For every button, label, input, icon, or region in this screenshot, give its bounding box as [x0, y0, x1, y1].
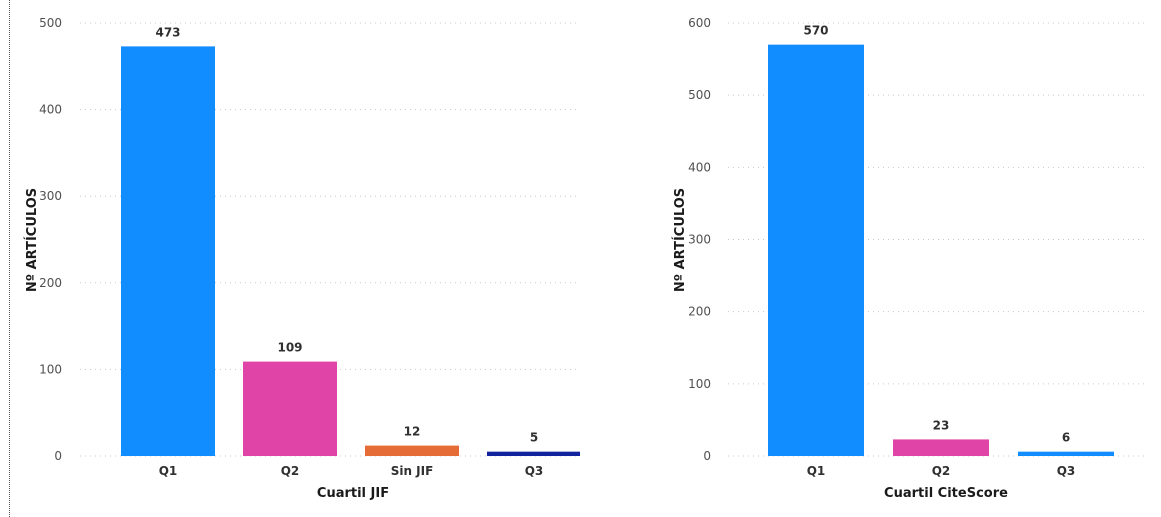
- bar-q1[interactable]: [768, 44, 864, 457]
- y-tick-label: 400: [688, 160, 711, 174]
- bar-q3[interactable]: [1018, 451, 1114, 456]
- y-tick-label: 0: [54, 449, 62, 463]
- x-axis: Q1 Q2 Sin JIF Q3: [159, 464, 544, 478]
- data-label: 5: [530, 431, 538, 445]
- y-tick-label: 400: [39, 103, 62, 117]
- bar-q2[interactable]: [893, 439, 989, 456]
- data-labels: 473 109 12 5: [155, 25, 538, 444]
- y-tick-label: 300: [39, 189, 62, 203]
- x-axis-title: Cuartil JIF: [317, 486, 389, 501]
- data-labels: 570 23 6: [803, 24, 1070, 445]
- x-tick-label: Q1: [807, 464, 826, 478]
- y-tick-label: 500: [39, 16, 62, 30]
- x-axis: Q1 Q2 Q3: [807, 464, 1076, 478]
- chart-cuartil-jif: Nº ARTÍCULOS Cuartil JIF 0 100 200 300 400 50…: [24, 16, 580, 501]
- data-label: 6: [1062, 431, 1070, 445]
- y-tick-label: 100: [39, 362, 62, 376]
- y-tick-label: 300: [688, 233, 711, 247]
- data-label: 109: [277, 341, 302, 355]
- y-tick-label: 600: [688, 16, 711, 30]
- bar-q2[interactable]: [243, 361, 337, 456]
- data-label: 12: [404, 425, 421, 439]
- x-axis-title: Cuartil CiteScore: [884, 486, 1008, 501]
- data-label: 23: [933, 418, 950, 432]
- chart-cuartil-citescore: Nº ARTÍCULOS Cuartil CiteScore 0 100 200 30…: [672, 16, 1145, 501]
- x-tick-label: Q2: [281, 464, 300, 478]
- bar-q1[interactable]: [121, 46, 215, 457]
- bar-q3[interactable]: [487, 451, 580, 456]
- x-tick-label: Sin JIF: [391, 464, 434, 478]
- data-label: 570: [803, 24, 828, 38]
- y-axis-title: Nº ARTÍCULOS: [672, 188, 688, 292]
- y-axis: 0 100 200 300 400 500 600: [688, 16, 1145, 463]
- y-tick-label: 100: [688, 377, 711, 391]
- bar-sin-jif[interactable]: [365, 445, 459, 456]
- y-tick-label: 200: [39, 276, 62, 290]
- x-tick-label: Q3: [525, 464, 544, 478]
- x-tick-label: Q2: [932, 464, 951, 478]
- x-tick-label: Q3: [1057, 464, 1076, 478]
- y-axis-title: Nº ARTÍCULOS: [24, 188, 40, 292]
- x-tick-label: Q1: [159, 464, 178, 478]
- panel-border: [9, 0, 10, 517]
- y-tick-label: 500: [688, 88, 711, 102]
- data-label: 473: [155, 25, 180, 39]
- y-tick-label: 200: [688, 305, 711, 319]
- bars: [768, 44, 1114, 457]
- bars: [121, 46, 580, 457]
- y-tick-label: 0: [703, 449, 711, 463]
